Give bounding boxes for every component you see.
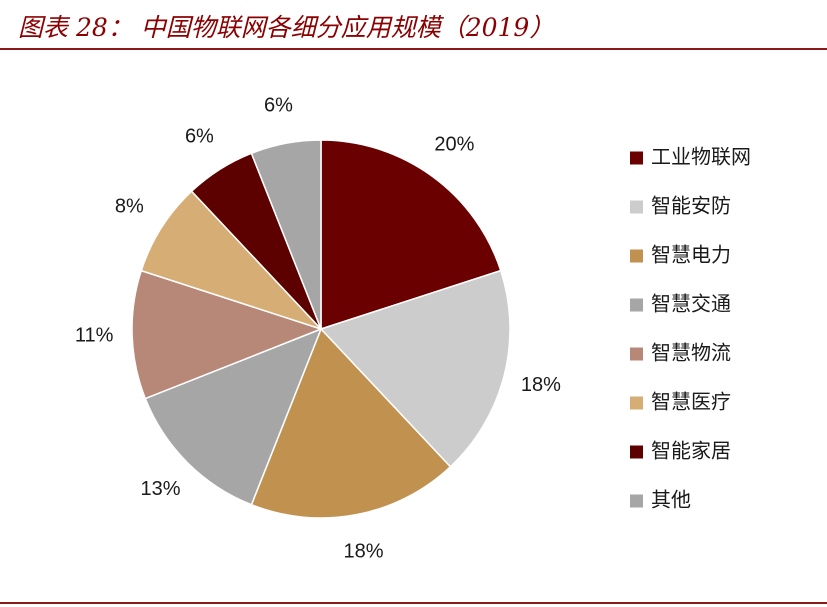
pie-slice-8 bbox=[250, 139, 322, 330]
slice-data-label-1: 20% bbox=[434, 134, 474, 156]
slice-data-label-2: 18% bbox=[521, 374, 561, 396]
legend-label-2: 智能安防 bbox=[651, 194, 731, 218]
pie-slice-5 bbox=[131, 269, 324, 400]
legend-label-1: 工业物联网 bbox=[651, 145, 751, 169]
pie-slice-3 bbox=[250, 327, 452, 519]
title-divider bbox=[0, 48, 827, 50]
pie-slice-1 bbox=[320, 139, 502, 331]
slice-data-label-8: 6% bbox=[264, 94, 293, 116]
figure-title: 图表 28： 中国物联网各细分应用规模（2019） bbox=[18, 13, 555, 42]
pie-slice-4 bbox=[144, 327, 323, 506]
pie-slices bbox=[131, 139, 511, 519]
slice-data-label-4: 13% bbox=[140, 478, 180, 500]
legend-swatch-1 bbox=[630, 151, 643, 165]
legend-swatch-5 bbox=[630, 347, 643, 361]
legend-label-6: 智慧医疗 bbox=[651, 390, 731, 414]
pie-data-labels: 20% 18% 18% 13% 11% 8% 6% 6% bbox=[75, 94, 561, 562]
pie-slice-2 bbox=[319, 269, 511, 468]
slice-data-label-7: 6% bbox=[185, 126, 214, 148]
legend-swatch-2 bbox=[630, 200, 643, 214]
legend-swatch-4 bbox=[630, 298, 643, 312]
legend-label-7: 智能家居 bbox=[651, 439, 731, 463]
slice-data-label-5: 11% bbox=[75, 324, 114, 346]
legend-label-8: 其他 bbox=[651, 488, 691, 512]
legend-swatch-7 bbox=[630, 445, 643, 459]
slice-data-label-3: 18% bbox=[343, 540, 383, 562]
legend-label-5: 智慧物流 bbox=[651, 341, 731, 365]
pie-slice-6 bbox=[140, 190, 322, 330]
legend-swatch-3 bbox=[630, 249, 643, 263]
slice-data-label-6: 8% bbox=[115, 196, 144, 218]
bottom-divider bbox=[0, 602, 827, 604]
legend-swatch-6 bbox=[630, 396, 643, 410]
legend-label-3: 智慧电力 bbox=[651, 243, 731, 267]
legend-label-4: 智慧交通 bbox=[651, 292, 731, 316]
legend-swatch-8 bbox=[630, 494, 643, 508]
